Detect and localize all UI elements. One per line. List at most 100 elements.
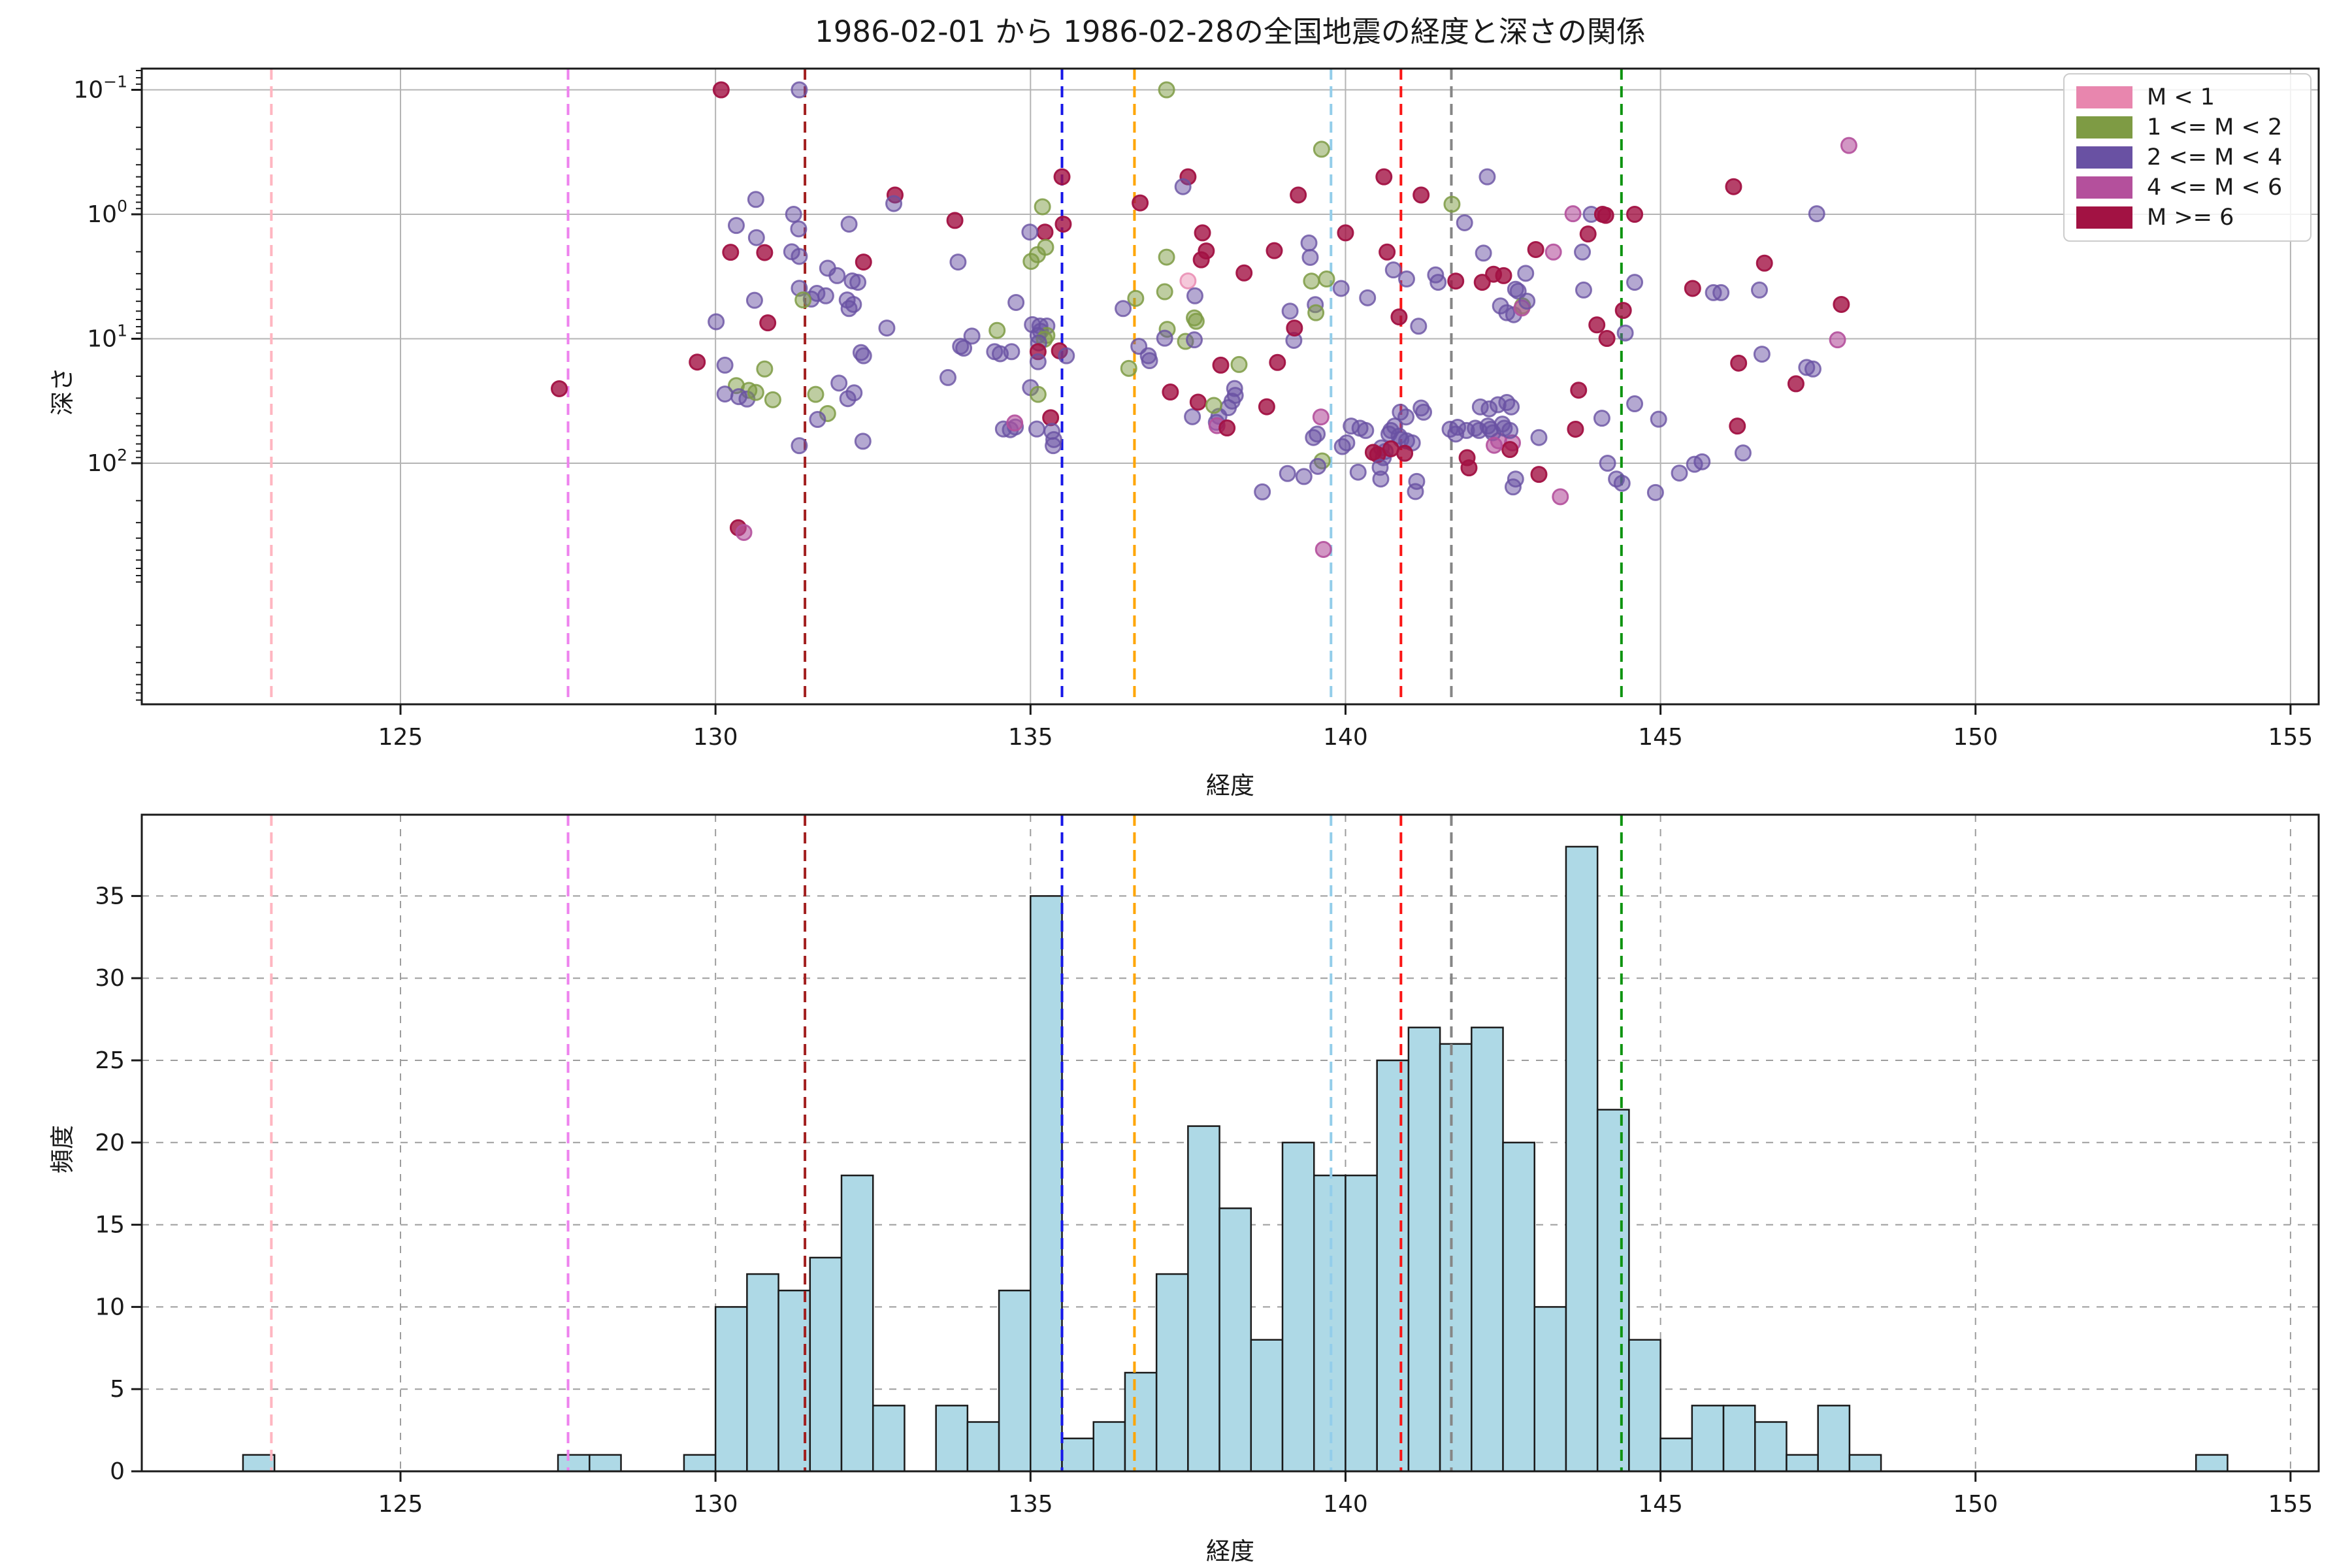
scatter-point [1349, 463, 1367, 481]
scatter-xtick-label: 135 [1008, 724, 1053, 751]
scatter-point [878, 319, 896, 337]
scatter-point [1279, 465, 1296, 482]
hist-ytick-label: 0 [110, 1458, 125, 1485]
scatter-point [1337, 224, 1354, 242]
legend-swatch [2076, 206, 2132, 229]
scatter-point [1303, 272, 1320, 290]
legend-swatch [2076, 86, 2132, 108]
scatter-point [785, 206, 802, 223]
scatter-point [1397, 270, 1415, 288]
scatter-point [1034, 198, 1051, 216]
scatter-point [794, 291, 812, 309]
scatter-point [1343, 417, 1360, 435]
scatter-point [1753, 346, 1771, 363]
scatter-point [939, 368, 956, 386]
scatter-point [1597, 206, 1614, 224]
scatter-point [1833, 295, 1850, 313]
histogram-bar [1596, 1109, 1630, 1473]
scatter-point [1729, 417, 1746, 435]
legend-item: 2 <= M < 4 [2076, 143, 2298, 172]
hist-ytick-label: 25 [95, 1047, 125, 1074]
scatter-point [1186, 331, 1203, 349]
scatter-point [1003, 343, 1021, 361]
scatter-xtick-label: 140 [1323, 724, 1368, 751]
scatter-point [1022, 253, 1040, 270]
legend-label: M >= 6 [2147, 204, 2234, 231]
histogram-bar [714, 1306, 748, 1473]
scatter-point [1598, 330, 1616, 348]
scatter-xtick-label: 125 [378, 724, 423, 751]
scatter-point [1840, 137, 1857, 154]
scatter-point [735, 523, 753, 541]
hist-ytick-label: 10 [95, 1294, 125, 1320]
scatter-point [1570, 382, 1588, 399]
scatter-point [1212, 356, 1230, 374]
scatter-point [854, 433, 872, 450]
histogram-bar [1218, 1207, 1252, 1473]
scatter-point [1372, 470, 1390, 488]
histogram-bar [1124, 1371, 1158, 1473]
scatter-point [1054, 216, 1072, 233]
scatter-point [1281, 302, 1299, 320]
scatter-point [1156, 329, 1173, 347]
scatter-point [839, 390, 857, 408]
scatter-ytick-label: 10−1 [73, 73, 127, 104]
hist-xtick-label: 140 [1323, 1491, 1368, 1518]
scatter-point [1269, 353, 1286, 371]
scatter-point [1184, 408, 1201, 425]
histogram-bar [557, 1454, 591, 1473]
histogram-bar [1786, 1454, 1819, 1473]
hist-xtick-label: 145 [1638, 1491, 1683, 1518]
histogram-bar [1722, 1405, 1756, 1473]
histogram-xaxis-label: 経度 [1206, 1537, 1254, 1565]
scatter-xtick-label: 155 [2268, 724, 2313, 751]
histogram-bar [1533, 1306, 1567, 1473]
hist-ytick-label: 20 [95, 1130, 125, 1156]
scatter-point [689, 353, 706, 371]
scatter-frame [140, 67, 2320, 706]
scatter-ytick-label: 102 [87, 446, 127, 477]
hist-ytick-label: 15 [95, 1212, 125, 1239]
histogram-bar [1565, 845, 1599, 1473]
scatter-point [756, 360, 774, 378]
scatter-point [855, 347, 872, 365]
scatter-ytick-label: 101 [87, 321, 127, 353]
scatter-point [809, 411, 826, 429]
scatter-point [1447, 272, 1465, 290]
chart-title: 1986-02-01 から 1986-02-28の全国地震の経度と深さの関係 [815, 14, 1646, 49]
scatter-point [1599, 455, 1616, 472]
histogram-bar [1407, 1026, 1441, 1473]
legend: M < 1 1 <= M < 2 2 <= M < 4 4 <= M < 6 M >= … [2063, 73, 2311, 242]
scatter-point [1456, 214, 1473, 231]
scatter-point [1495, 267, 1512, 284]
scatter-point [1475, 244, 1492, 262]
scatter-point [1192, 251, 1210, 269]
histogram-bar [1187, 1125, 1220, 1473]
scatter-point [830, 374, 848, 392]
scatter-xtick-label: 130 [693, 724, 738, 751]
scatter-point [716, 385, 734, 403]
scatter-point [716, 356, 734, 374]
legend-item: M < 1 [2076, 83, 2298, 112]
legend-label: 4 <= M < 6 [2147, 174, 2283, 201]
scatter-point [1616, 324, 1634, 342]
scatter-point [1544, 243, 1562, 261]
hist-ytick-label: 5 [110, 1376, 125, 1403]
scatter-point [1518, 292, 1536, 310]
legend-item: 1 <= M < 2 [2076, 113, 2298, 142]
histogram-bar [1439, 1043, 1473, 1473]
legend-label: M < 1 [2147, 84, 2215, 110]
scatter-point [791, 81, 808, 99]
scatter-point [1333, 438, 1351, 455]
histogram-bar [1471, 1026, 1504, 1473]
scatter-point [840, 300, 858, 318]
hist-ytick-label: 35 [95, 883, 125, 909]
scatter-point [828, 267, 846, 284]
scatter-point [722, 244, 740, 261]
scatter-point [1756, 254, 1773, 272]
scatter-point [1626, 274, 1644, 291]
legend-label: 2 <= M < 4 [2147, 144, 2283, 171]
scatter-point [1614, 302, 1632, 319]
histogram-bar [966, 1421, 1000, 1473]
scatter-point [1174, 178, 1192, 195]
